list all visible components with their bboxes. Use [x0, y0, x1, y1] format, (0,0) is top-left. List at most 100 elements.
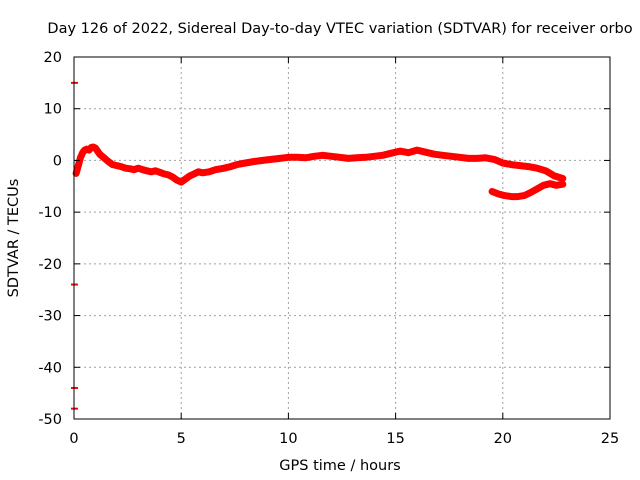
data-point: [319, 152, 326, 159]
data-point: [161, 170, 168, 177]
data-point: [508, 161, 515, 168]
data-point: [354, 154, 361, 161]
data-point: [109, 161, 116, 168]
data-point: [345, 155, 352, 162]
data-point: [169, 173, 176, 180]
data-point: [546, 180, 553, 187]
data-point: [173, 177, 180, 184]
data-point: [212, 166, 219, 173]
y-tick-label: 20: [44, 50, 62, 66]
data-point: [465, 155, 472, 162]
data-point: [285, 154, 292, 161]
data-point: [508, 193, 515, 200]
y-tick-label: 10: [44, 102, 62, 118]
y-tick-label: -50: [38, 412, 62, 428]
data-point: [77, 154, 84, 161]
data-point: [94, 148, 101, 155]
data-point: [259, 157, 266, 164]
y-axis-label: SDTVAR / TECUs: [6, 179, 22, 298]
data-point: [414, 147, 421, 154]
data-point: [242, 160, 249, 167]
x-tick-label: 20: [494, 431, 512, 447]
series-line: [72, 143, 567, 186]
data-point: [439, 152, 446, 159]
data-point: [191, 170, 198, 177]
data-point: [521, 192, 528, 199]
data-point: [131, 166, 138, 173]
data-point: [534, 185, 541, 192]
data-point: [379, 152, 386, 159]
y-tick-label: -20: [38, 257, 62, 273]
data-point: [195, 168, 202, 175]
x-tick-label: 5: [177, 431, 186, 447]
data-point: [405, 149, 412, 156]
data-point: [559, 181, 566, 188]
data-point: [489, 188, 496, 195]
data-point: [534, 165, 541, 172]
data-point: [139, 166, 146, 173]
data-point: [178, 179, 185, 186]
data-series: [72, 143, 567, 186]
data-point: [118, 163, 125, 170]
x-tick-label: 15: [386, 431, 404, 447]
data-point: [233, 161, 240, 168]
data-point: [553, 182, 560, 189]
data-point: [165, 171, 172, 178]
data-point: [221, 165, 228, 172]
data-point: [540, 182, 547, 189]
x-tick-label: 25: [601, 431, 619, 447]
data-point: [388, 150, 395, 157]
data-point: [126, 165, 133, 172]
data-point: [542, 167, 549, 174]
data-point: [302, 154, 309, 161]
data-point: [101, 154, 108, 161]
grid: [74, 57, 610, 419]
data-point: [92, 145, 99, 152]
data-point: [474, 155, 481, 162]
data-point: [251, 158, 258, 165]
data-point: [182, 176, 189, 183]
data-point: [495, 191, 502, 198]
data-point: [514, 193, 521, 200]
data-point: [336, 154, 343, 161]
data-point: [501, 192, 508, 199]
data-point: [276, 155, 283, 162]
data-point: [551, 172, 558, 179]
y-tick-label: -10: [38, 205, 62, 221]
data-point: [456, 154, 463, 161]
data-point: [206, 168, 213, 175]
data-point: [113, 162, 120, 169]
x-tick-label: 10: [279, 431, 297, 447]
data-point: [105, 158, 112, 165]
data-point: [148, 168, 155, 175]
series-layer: [71, 81, 567, 410]
data-point: [527, 189, 534, 196]
data-point: [362, 154, 369, 161]
data-point: [152, 167, 159, 174]
data-point: [186, 172, 193, 179]
data-point: [516, 162, 523, 169]
data-series: [488, 180, 567, 201]
data-point: [293, 154, 300, 161]
data-point: [199, 169, 206, 176]
data-point: [328, 153, 335, 160]
x-tick-label: 0: [69, 431, 78, 447]
x-axis-label: GPS time / hours: [279, 458, 400, 474]
data-point: [396, 148, 403, 155]
data-point: [135, 165, 142, 172]
data-point: [268, 156, 275, 163]
data-point: [371, 153, 378, 160]
data-point: [482, 154, 489, 161]
data-point: [525, 163, 532, 170]
chart-title: Day 126 of 2022, Sidereal Day-to-day VTE…: [47, 21, 632, 37]
data-point: [431, 151, 438, 158]
data-point: [559, 175, 566, 182]
data-point: [422, 149, 429, 156]
data-point: [143, 167, 150, 174]
y-tick-label: -30: [38, 309, 62, 325]
data-point: [499, 160, 506, 167]
data-point: [227, 163, 234, 170]
series-line: [488, 180, 567, 201]
plot-frame: [73, 56, 611, 420]
